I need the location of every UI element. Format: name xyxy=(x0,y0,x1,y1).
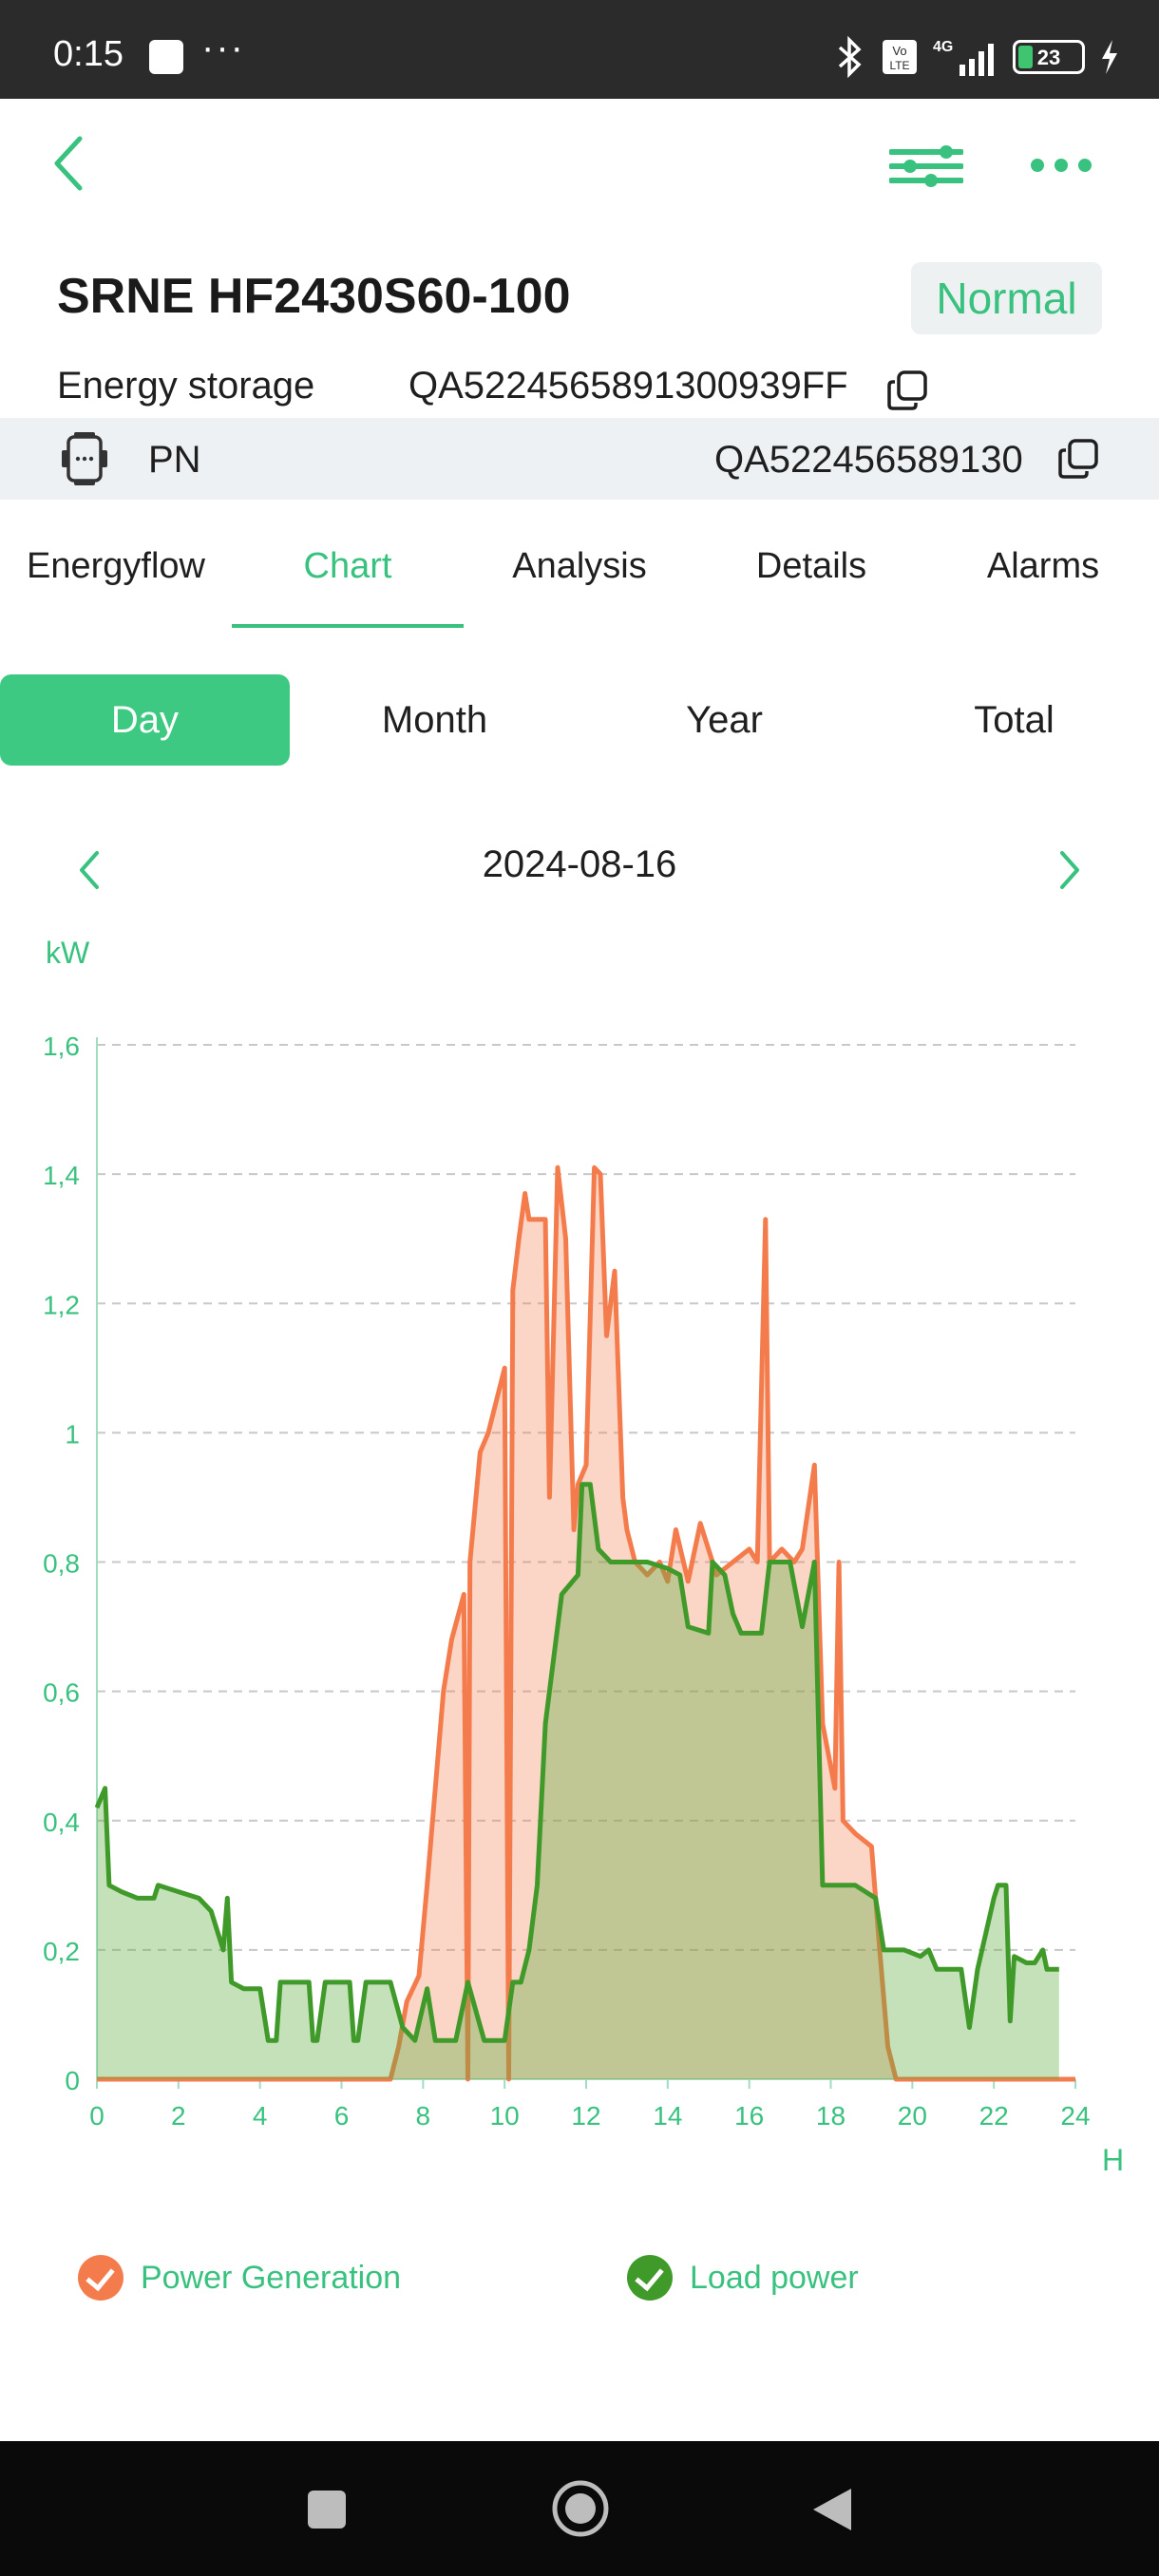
svg-text:Vo: Vo xyxy=(892,44,906,58)
y-tick-label: 1,4 xyxy=(43,1161,80,1190)
svg-text:LTE: LTE xyxy=(889,59,909,72)
volte-icon: Vo LTE xyxy=(883,40,917,74)
y-tick-label: 0,8 xyxy=(43,1549,80,1579)
x-tick-label: 2 xyxy=(171,2101,186,2131)
x-tick-label: 8 xyxy=(416,2101,431,2131)
tab-chart[interactable]: Chart xyxy=(303,546,392,586)
device-title: SRNE HF2430S60-100 xyxy=(57,269,571,324)
back-chevron-icon[interactable] xyxy=(51,135,89,192)
power-chart: 00,20,40,60,811,21,41,60 2 4 6 8 10 12 14 16 18 20… xyxy=(43,1032,1091,2131)
legend-load-power[interactable]: Load power xyxy=(627,2249,859,2306)
y-axis-unit: kW xyxy=(46,936,90,970)
device-type-label: Energy storage xyxy=(57,365,315,407)
system-nav-bar xyxy=(0,2441,1159,2576)
period-month[interactable]: Month xyxy=(381,699,488,741)
battery-icon: 23 xyxy=(1013,40,1085,74)
more-dots-icon[interactable] xyxy=(1028,156,1094,175)
tab-energyflow[interactable]: Energyflow xyxy=(27,546,205,586)
x-tick-label: 24 xyxy=(1060,2101,1090,2131)
pn-label: PN xyxy=(148,439,201,481)
power-generation-area xyxy=(97,1167,1075,2079)
bluetooth-icon xyxy=(838,36,862,78)
checked-icon xyxy=(627,2255,673,2301)
load-power-line xyxy=(94,1482,1059,2043)
notification-icon xyxy=(149,40,183,74)
pn-bar: PN QA522456589130 xyxy=(0,418,1159,500)
x-tick-label: 16 xyxy=(734,2101,764,2131)
power-generation-line xyxy=(97,1165,1075,2082)
battery-level: 23 xyxy=(1036,46,1061,69)
period-total[interactable]: Total xyxy=(974,699,1054,741)
x-tick-label: 22 xyxy=(979,2101,1009,2131)
checked-icon xyxy=(78,2255,124,2301)
app-header xyxy=(0,99,1159,232)
x-axis-unit: H xyxy=(1102,2143,1125,2177)
x-tick-label: 4 xyxy=(253,2101,268,2131)
status-icons: Vo LTE 4G 23 xyxy=(830,34,1121,80)
y-tick-label: 0,6 xyxy=(43,1678,80,1708)
period-year[interactable]: Year xyxy=(686,699,763,741)
datalogger-icon xyxy=(62,432,107,485)
next-date-icon[interactable] xyxy=(1056,849,1083,891)
sliders-icon[interactable] xyxy=(889,144,963,188)
charging-icon xyxy=(1102,40,1117,74)
previous-date-icon[interactable] xyxy=(76,849,103,891)
x-tick-label: 10 xyxy=(490,2101,520,2131)
copy-pn-icon[interactable] xyxy=(1056,437,1100,481)
date-label: 2024-08-16 xyxy=(482,843,677,885)
y-tick-label: 1,6 xyxy=(43,1032,80,1061)
legend-power-generation[interactable]: Power Generation xyxy=(78,2249,401,2306)
y-tick-label: 0 xyxy=(65,2066,80,2095)
back-triangle-icon[interactable] xyxy=(811,2487,853,2532)
recents-square-icon[interactable] xyxy=(306,2489,348,2530)
legend-label: Power Generation xyxy=(141,2259,402,2296)
copy-serial-icon[interactable] xyxy=(885,369,929,412)
status-time: 0:15 xyxy=(53,34,124,74)
device-serial: QA5224565891300939FF xyxy=(408,365,848,407)
signal-icon: 4G xyxy=(933,39,994,76)
x-tick-label: 6 xyxy=(334,2101,350,2131)
y-tick-label: 1,2 xyxy=(43,1290,80,1319)
y-tick-label: 0,4 xyxy=(43,1808,80,1837)
svg-text:4G: 4G xyxy=(933,39,953,55)
y-tick-label: 1 xyxy=(65,1419,80,1449)
x-tick-label: 12 xyxy=(571,2101,600,2131)
legend-label: Load power xyxy=(690,2259,859,2296)
home-circle-icon[interactable] xyxy=(551,2479,610,2538)
tab-analysis[interactable]: Analysis xyxy=(512,546,647,586)
tab-details[interactable]: Details xyxy=(755,546,867,586)
y-tick-label: 0,2 xyxy=(43,1937,80,1966)
status-bar: 0:15 ··· Vo LTE 4G 23 xyxy=(0,0,1159,99)
tab-alarms[interactable]: Alarms xyxy=(986,546,1100,586)
x-tick-label: 0 xyxy=(89,2101,104,2131)
more-notifications-icon: ··· xyxy=(201,27,245,68)
period-day[interactable]: Day xyxy=(0,674,290,766)
x-tick-label: 20 xyxy=(898,2101,927,2131)
status-badge: Normal xyxy=(911,262,1102,334)
load-power-area xyxy=(97,1484,1059,2079)
tab-bar: Energyflow Chart Analysis Details Alarms xyxy=(0,532,1159,631)
pn-value: QA522456589130 xyxy=(714,439,1023,481)
x-tick-label: 18 xyxy=(816,2101,846,2131)
x-tick-label: 14 xyxy=(653,2101,682,2131)
tab-active-indicator xyxy=(232,624,464,628)
